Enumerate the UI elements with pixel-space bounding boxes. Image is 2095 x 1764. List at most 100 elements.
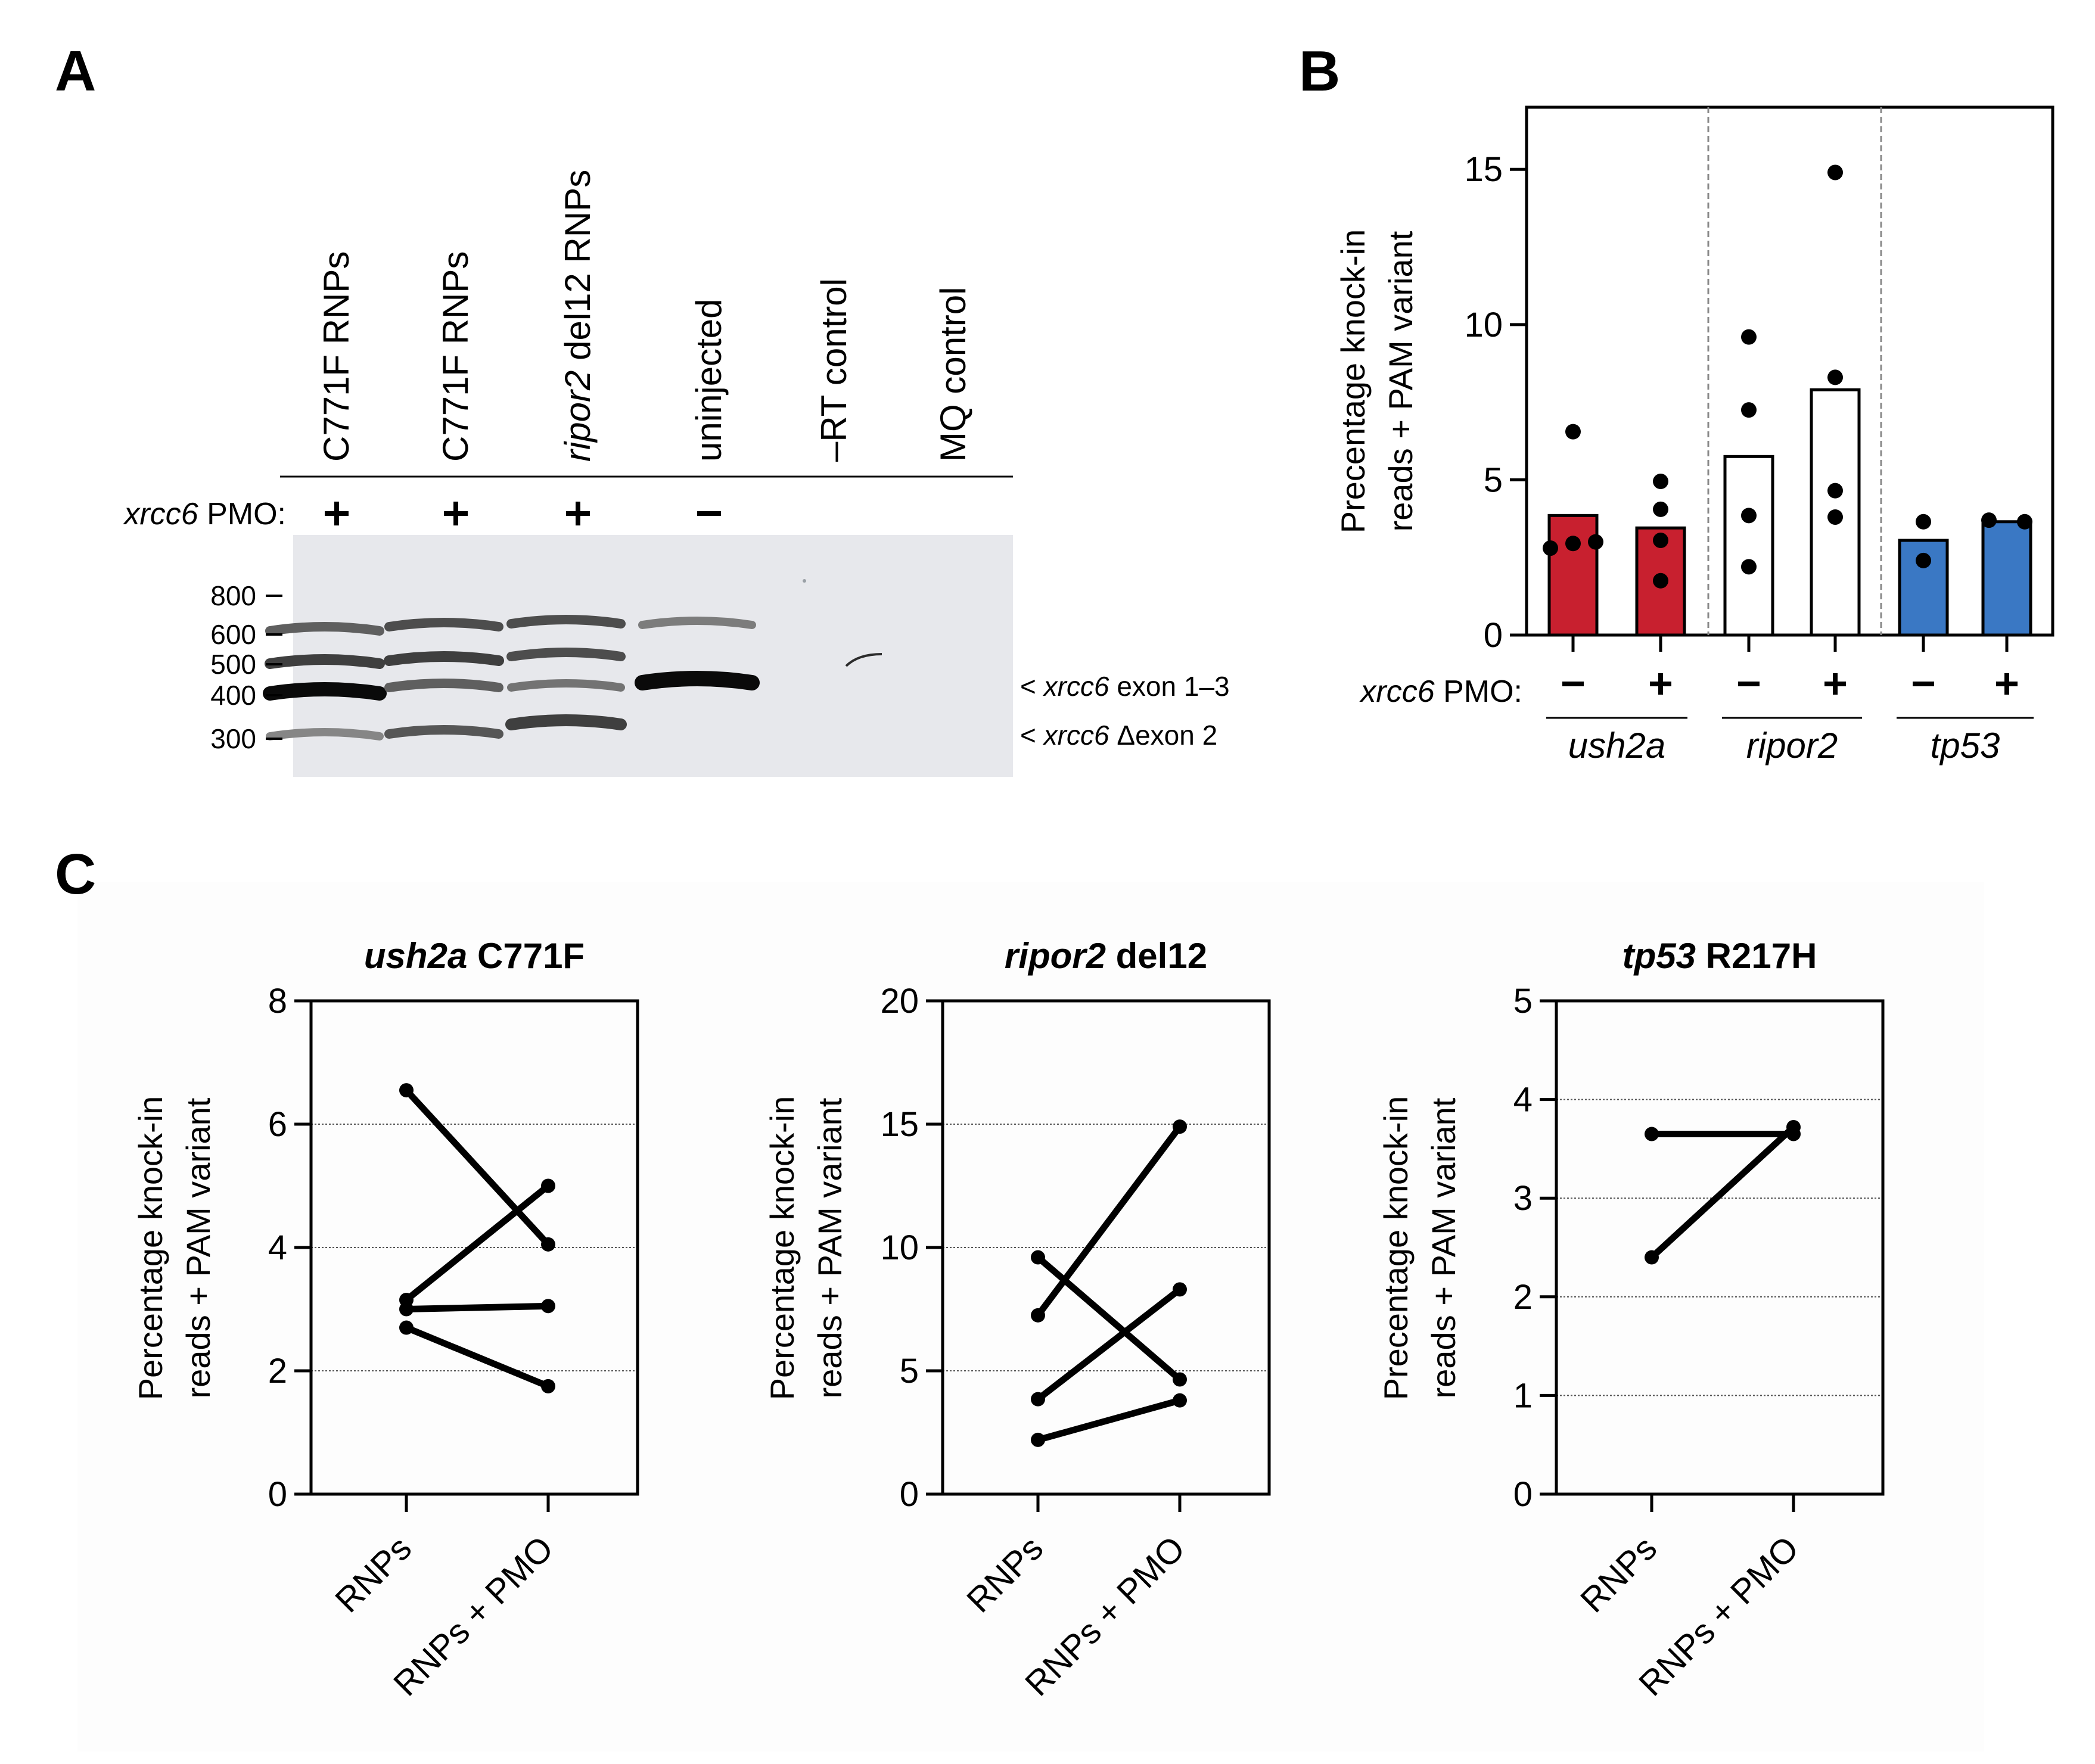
panel-c-point <box>541 1299 555 1314</box>
panel-b-point <box>1588 534 1603 550</box>
panel-c-title-gene: ripor2 <box>1005 936 1106 976</box>
panel-c-ytick-label: 5 <box>900 1352 919 1390</box>
panel-c-ytick-label: 2 <box>1513 1278 1533 1317</box>
panel-c-ytick-label: 15 <box>880 1105 919 1144</box>
ladder-label-800: 800 <box>210 580 256 611</box>
panel-b-point <box>1543 540 1558 556</box>
panel-c-ylabel-line2: reads + PAM variant <box>179 1097 217 1398</box>
gel-lane-labels: C771F RNPs C771F RNPs ripor2 del12 RNPs uni… <box>316 170 973 462</box>
panel-c-ytick-label: 4 <box>1513 1081 1533 1119</box>
ladder-label-400: 400 <box>210 680 256 711</box>
gel-lane-label-3: ripor2 del12 RNPs <box>558 170 598 462</box>
panel-c-point <box>1173 1282 1187 1297</box>
panel-b-point <box>1827 164 1843 181</box>
panel-c-point <box>1645 1127 1659 1141</box>
panel-c-ytick-label: 8 <box>268 982 287 1021</box>
panel-b-point <box>1827 483 1843 499</box>
panel-c-point <box>1173 1119 1187 1134</box>
panel-b-point <box>1565 536 1581 552</box>
gel-pmo-sign-2 <box>444 502 468 525</box>
gel-lane-label-part: MQ control <box>933 287 973 462</box>
gel-lane-label-1: C771F RNPs <box>316 251 356 462</box>
panel-c-series-line <box>1034 1286 1183 1403</box>
panel-c-point <box>1031 1250 1045 1265</box>
panel-b-point <box>1741 559 1757 575</box>
panel-b-point <box>2017 514 2032 530</box>
panel-c-point <box>541 1379 555 1393</box>
panel-c-point <box>1031 1432 1045 1447</box>
panel-c-point <box>399 1302 414 1317</box>
gel-artifact <box>845 653 882 667</box>
gel-pmo-label: xrcc6 PMO: <box>122 497 286 531</box>
panel-c-point <box>1031 1392 1045 1407</box>
panel-b-bar-tp53-plus <box>1981 520 2032 637</box>
panel-c-point <box>399 1320 414 1335</box>
gel-band <box>263 682 387 701</box>
gel-lane-label-6: MQ control <box>933 287 973 462</box>
gel-lane-label-part: ripor2 <box>558 371 598 462</box>
ladder-label-500: 500 <box>210 649 256 680</box>
gel-speck <box>803 579 806 583</box>
panel-c-background <box>77 882 1984 1751</box>
panel-c-ylabel-line1: Precentage knock-in <box>1377 1096 1415 1401</box>
panel-c-point <box>541 1237 555 1252</box>
panel-c-frame <box>1555 999 1885 1496</box>
gel-lane-label-part: –RT control <box>814 278 854 462</box>
panel-b-point <box>1741 508 1757 524</box>
panel-c-series-line <box>403 1324 552 1390</box>
panel-b-pmo-row-label: xrcc6 PMO: <box>1359 674 1522 709</box>
ladder-label-600: 600 <box>210 619 256 650</box>
panel-b-pmo-sign <box>1996 673 2018 695</box>
panel-b-plot-frame <box>1525 105 2054 637</box>
panel-b-ytick-label: 0 <box>1484 616 1503 655</box>
panel-b-point <box>1653 533 1668 549</box>
panel-c-title: tp53 R217H <box>1622 936 1817 976</box>
panel-c-title-suffix: C771F <box>467 936 585 976</box>
panel-b-group-label-ush2a: ush2a <box>1568 726 1665 766</box>
panel-c-point <box>1645 1250 1659 1265</box>
gel-band <box>384 618 503 631</box>
panel-c-series-line <box>1034 1123 1183 1319</box>
gel-band <box>506 615 626 629</box>
panel-b-point <box>1565 424 1581 440</box>
panel-c-title-gene: tp53 <box>1622 936 1696 976</box>
panel-c-ylabel-line2: reads + PAM variant <box>1425 1097 1462 1398</box>
panel-c-series-line <box>403 1183 552 1303</box>
panel-c-point <box>541 1178 555 1193</box>
panel-b-point <box>1653 474 1668 490</box>
panel-c-point <box>1786 1119 1801 1134</box>
panel-b-point <box>1741 329 1757 345</box>
gel-band <box>265 622 384 636</box>
panel-c-point <box>1173 1372 1187 1387</box>
panel-c-ytick-label: 0 <box>1513 1475 1533 1514</box>
panel-c-ytick-label: 1 <box>1513 1376 1533 1415</box>
panel-a-gel: C771F RNPs C771F RNPs ripor2 del12 RNPs uni… <box>122 170 1230 777</box>
gel-bands <box>263 615 760 741</box>
panel-c-ytick-label: 6 <box>268 1105 287 1144</box>
panel-b-point <box>1827 369 1843 385</box>
panel-c-series-line <box>403 1302 552 1312</box>
panel-c-series-line <box>1034 1397 1183 1443</box>
gel-lane-label-part: uninjected <box>689 298 729 462</box>
panel-label-b: B <box>1299 39 1340 103</box>
gel-band <box>384 725 503 739</box>
panel-c-title: ush2a C771F <box>364 936 585 976</box>
panel-b-point <box>1981 512 1997 528</box>
panel-b-point <box>1653 573 1668 589</box>
panel-c-ytick-label: 20 <box>880 982 919 1021</box>
panel-b-point <box>1741 402 1757 418</box>
panel-c-title-suffix: R217H <box>1696 936 1817 976</box>
panel-b-group-label-ripor2: ripor2 <box>1746 726 1838 766</box>
gel-pmo-sign-1 <box>325 502 349 525</box>
panel-b-ytick-label: 10 <box>1464 306 1503 344</box>
gel-band <box>384 651 504 666</box>
panel-b-pmo-sign <box>1650 673 1671 695</box>
gel-lane-label-part: C771F RNPs <box>316 251 356 462</box>
gel-band <box>635 671 760 690</box>
gel-lane-label-5: –RT control <box>814 278 854 462</box>
panel-label-c: C <box>55 842 96 906</box>
panel-c-ylabel: Precentage knock-in reads + PAM variant <box>1377 1096 1462 1401</box>
gel-band <box>638 617 756 629</box>
gel-pmo-marks <box>325 502 721 525</box>
